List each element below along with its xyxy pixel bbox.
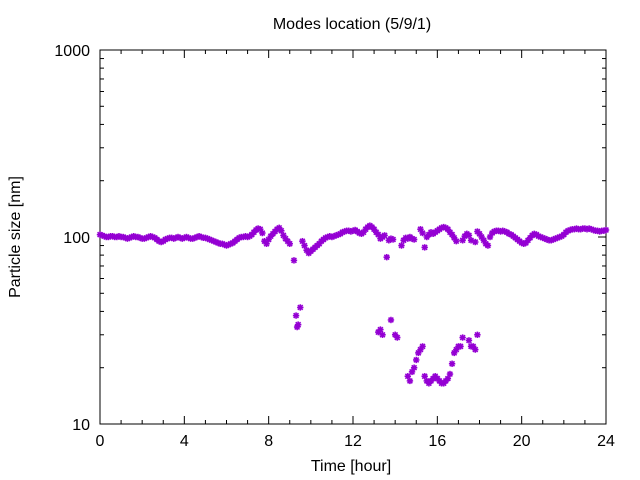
- data-point: [421, 244, 428, 251]
- data-point: [448, 360, 456, 367]
- x-tick-label: 8: [264, 433, 273, 450]
- data-point: [410, 364, 418, 371]
- y-axis-label: Particle size [nm]: [7, 176, 24, 298]
- x-tick-label: 4: [180, 433, 189, 450]
- data-point: [457, 343, 464, 350]
- data-point: [465, 337, 473, 344]
- data-point: [413, 356, 420, 364]
- data-point: [453, 237, 460, 245]
- data-point: [294, 321, 302, 328]
- data-point: [419, 343, 426, 350]
- data-point: [381, 232, 388, 239]
- data-point: [292, 312, 300, 319]
- data-point: [297, 304, 304, 311]
- x-tick-labels: 0 4 8 12 16 20 24: [96, 433, 615, 450]
- data-point: [446, 370, 454, 378]
- x-tick-label: 16: [428, 433, 446, 450]
- data-point: [451, 234, 458, 242]
- data-point: [290, 257, 298, 264]
- data-point: [389, 236, 397, 243]
- data-point: [387, 316, 395, 324]
- data-point: [377, 326, 384, 333]
- x-tick-label: 12: [344, 433, 362, 450]
- y-tick-label: 1000: [54, 43, 90, 60]
- axis-ticks: [99, 49, 607, 425]
- data-point: [419, 229, 426, 237]
- data-point: [259, 229, 266, 237]
- data-point: [474, 331, 481, 338]
- data-point: [394, 334, 401, 341]
- x-tick-label: 20: [513, 433, 531, 450]
- data-point: [406, 377, 414, 385]
- data-point: [459, 334, 466, 341]
- data-points: [96, 222, 610, 387]
- data-point: [478, 233, 485, 241]
- chart-title: Modes location (5/9/1): [273, 16, 431, 33]
- data-point: [398, 242, 405, 249]
- data-point: [379, 331, 386, 338]
- y-tick-label: 100: [63, 230, 90, 247]
- data-point: [383, 253, 390, 261]
- x-tick-label: 0: [96, 433, 105, 450]
- data-point: [286, 240, 293, 247]
- y-tick-labels: 10 100 1000: [54, 43, 90, 434]
- data-point: [484, 242, 492, 249]
- x-tick-label: 24: [597, 433, 615, 450]
- data-point: [602, 226, 610, 234]
- y-tick-label: 10: [72, 417, 90, 434]
- x-axis-label: Time [hour]: [311, 458, 391, 475]
- data-point: [472, 346, 479, 353]
- data-point: [465, 232, 473, 239]
- data-point: [410, 236, 418, 243]
- data-point: [472, 238, 479, 246]
